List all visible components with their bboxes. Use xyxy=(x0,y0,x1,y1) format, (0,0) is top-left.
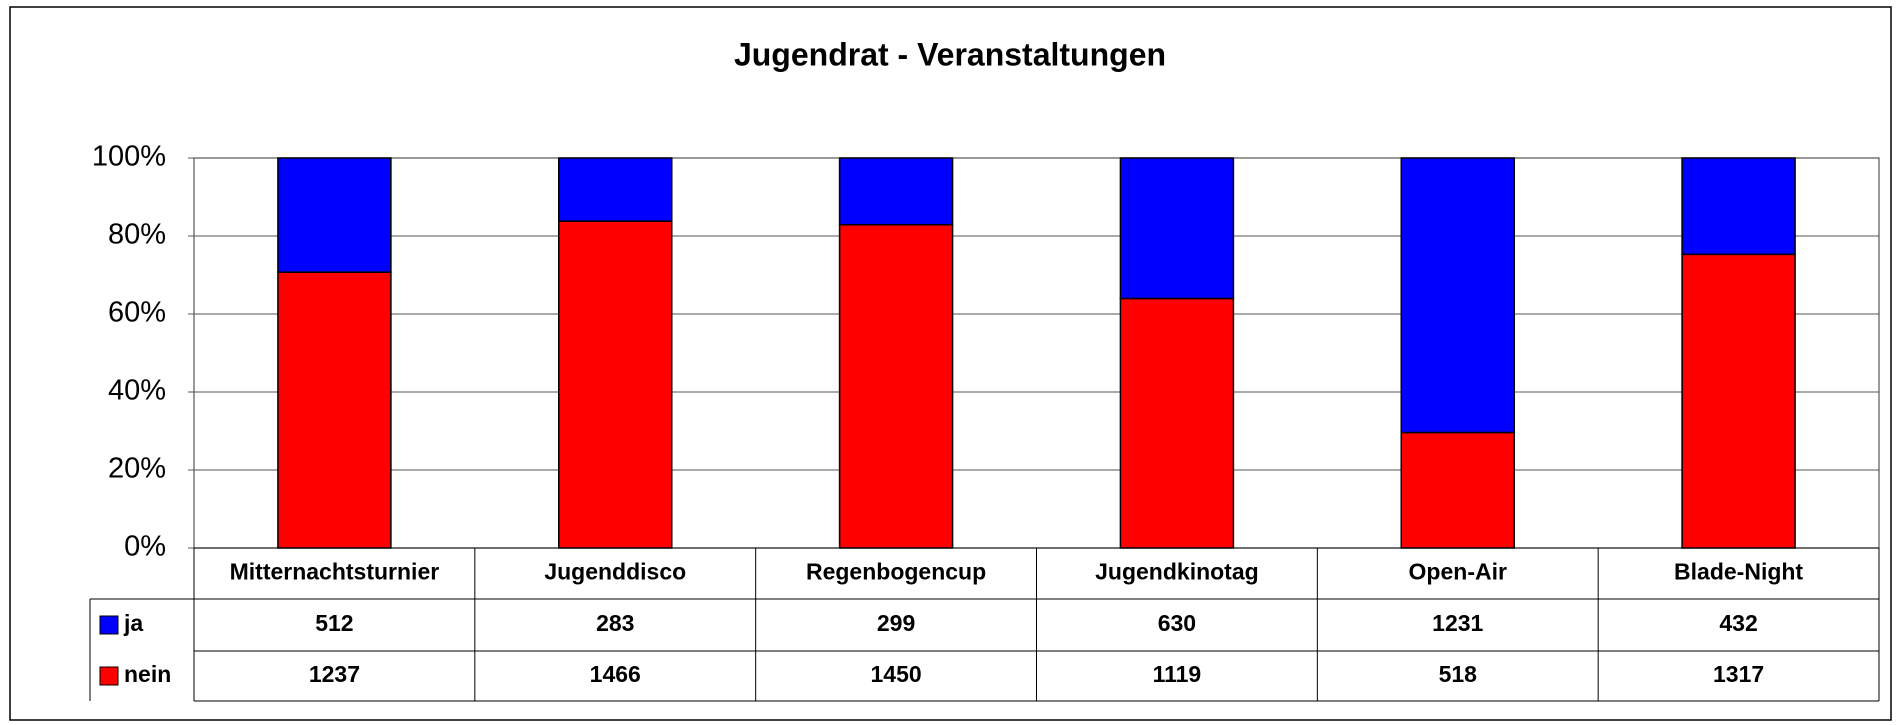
table-value: 432 xyxy=(1719,610,1757,636)
bar-segment xyxy=(277,157,392,273)
y-tick-label: 40% xyxy=(108,375,166,407)
bar-segment xyxy=(1119,157,1235,300)
bar-segment xyxy=(838,223,954,549)
y-tick-label: 20% xyxy=(108,453,166,485)
y-tick-label: 0% xyxy=(124,531,166,563)
table-value: 283 xyxy=(596,610,634,636)
legend-label: ja xyxy=(123,610,143,636)
table-value: 1237 xyxy=(309,661,360,687)
table-value: 1119 xyxy=(1153,661,1202,687)
legend-label: nein xyxy=(124,661,171,687)
y-tick-label: 60% xyxy=(108,297,166,329)
x-tick-label: Jugenddisco xyxy=(544,559,686,585)
x-tick-label: Regenbogencup xyxy=(806,559,986,585)
table-value: 299 xyxy=(877,610,915,636)
chart-title: Jugendrat - Veranstaltungen xyxy=(734,36,1166,72)
legend-swatch xyxy=(99,615,119,635)
x-tick-label: Jugendkinotag xyxy=(1095,559,1259,585)
bar-segment xyxy=(1681,157,1796,256)
bar-segment xyxy=(558,220,673,549)
x-tick-label: Mitternachtsturnier xyxy=(230,559,440,585)
table-value: 1466 xyxy=(590,661,641,687)
x-tick-label: Blade-Night xyxy=(1674,559,1803,585)
table-value: 1450 xyxy=(870,661,921,687)
bar-segment xyxy=(1400,431,1515,549)
bar-segment xyxy=(838,157,954,226)
x-tick-label: Open-Air xyxy=(1409,559,1507,585)
bar-segment xyxy=(1400,157,1515,434)
table-value: 630 xyxy=(1158,610,1196,636)
bar-segment xyxy=(1119,297,1235,549)
table-value: 1317 xyxy=(1713,661,1764,687)
y-tick-label: 100% xyxy=(92,141,166,173)
bar-segment xyxy=(558,157,673,222)
bar-segment xyxy=(1681,253,1796,549)
table-value: 512 xyxy=(315,610,353,636)
y-tick-label: 80% xyxy=(108,219,166,251)
bar-segment xyxy=(277,271,392,549)
table-value: 1231 xyxy=(1432,610,1483,636)
legend-swatch xyxy=(99,666,119,686)
table-value: 518 xyxy=(1439,661,1478,687)
